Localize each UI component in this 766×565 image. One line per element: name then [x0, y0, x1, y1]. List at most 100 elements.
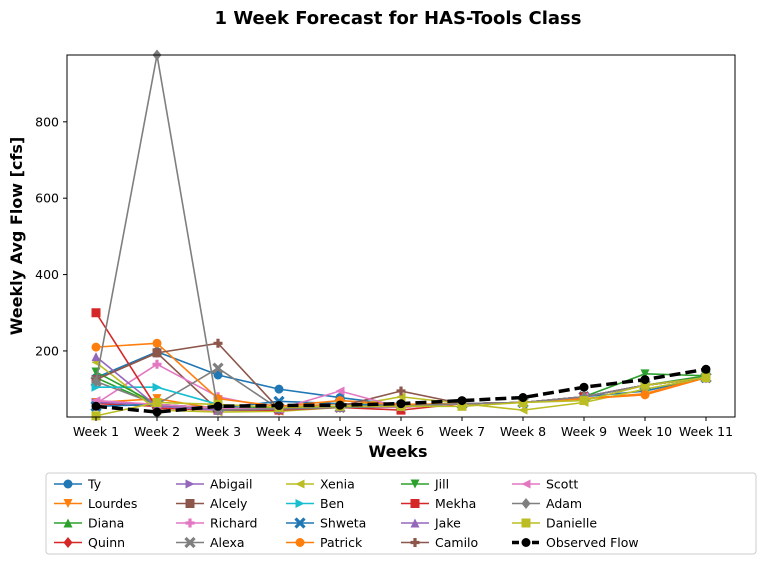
legend-marker: [410, 479, 420, 489]
legend-entry: Scott: [512, 477, 578, 492]
x-tick-label: Week 3: [195, 424, 241, 439]
x-tick-label: Week 7: [439, 424, 485, 439]
data-point: [213, 370, 223, 380]
data-point: [91, 411, 101, 421]
legend: Ty Lourdes Diana Quinn Abigail Alcely Richard A…: [45, 472, 757, 555]
data-point: [91, 308, 101, 318]
legend-label: Jill: [434, 477, 449, 492]
legend-marker: [521, 518, 531, 528]
data-point: [518, 393, 528, 403]
legend-label: Jake: [434, 516, 461, 531]
legend-label: Alcely: [210, 496, 248, 511]
data-point: [152, 382, 162, 392]
data-point: [701, 373, 711, 383]
legend-label: Observed Flow: [546, 535, 639, 550]
data-point: [396, 399, 406, 409]
legend-entry: Quinn: [54, 535, 125, 550]
legend-entry: Jill: [401, 477, 449, 492]
data-point: [335, 386, 345, 396]
series-line: [95, 54, 707, 411]
y-tick-label: 200: [35, 343, 59, 358]
data-point: [274, 384, 284, 394]
legend-entry: Alexa: [176, 535, 245, 550]
x-tick-label: Week 4: [256, 424, 302, 439]
data-point: [396, 386, 406, 396]
legend-entry: Abigail: [176, 477, 253, 492]
y-tick-label: 800: [35, 114, 59, 129]
data-point: [518, 397, 528, 407]
data-point: [91, 375, 101, 387]
legend-label: Xenia: [320, 477, 355, 492]
legend-label: Shweta: [320, 516, 366, 531]
data-point: [212, 362, 224, 374]
data-point: [579, 382, 589, 392]
x-axis: Week 1 Week 2 Week 3 Week 4 Week 5 Week 6 Week…: [73, 417, 733, 439]
legend-marker: [185, 518, 195, 528]
legend-entry: Ben: [286, 496, 344, 511]
legend-marker: [295, 538, 305, 547]
legend-entry: Ty: [54, 477, 102, 492]
legend-entry: Diana: [54, 516, 124, 531]
legend-label: Ben: [320, 496, 344, 511]
data-point: [457, 401, 467, 411]
legend-entry: Xenia: [286, 477, 355, 492]
series-adam: [91, 49, 711, 416]
legend-marker: [63, 499, 73, 508]
x-tick-label: Week 11: [679, 424, 733, 439]
legend-label: Richard: [210, 516, 257, 531]
data-point: [335, 400, 345, 410]
data-point: [152, 338, 162, 348]
legend-entry: Jake: [401, 516, 461, 531]
data-point: [518, 405, 528, 415]
legend-marker: [184, 536, 196, 549]
legend-marker: [63, 479, 73, 489]
legend-entry: Richard: [176, 516, 257, 531]
legend-entry: Alcely: [176, 496, 248, 511]
data-point: [91, 382, 101, 392]
legend-entry: Camilo: [401, 535, 478, 550]
plot-area: [90, 49, 712, 421]
data-point: [152, 359, 162, 369]
x-tick-label: Week 9: [561, 424, 607, 439]
y-axis: 200 400 600 800: [35, 114, 67, 358]
data-point: [640, 369, 650, 379]
data-point: [152, 348, 162, 358]
legend-entry: Shweta: [286, 516, 366, 531]
legend-label: Ty: [87, 477, 102, 492]
legend-label: Diana: [88, 516, 124, 531]
data-point: [579, 396, 589, 406]
data-point: [640, 390, 650, 400]
x-tick-label: Week 1: [73, 424, 119, 439]
legend-marker: [294, 517, 306, 529]
chart-title: 1 Week Forecast for HAS-Tools Class: [215, 8, 582, 29]
legend-marker: [63, 518, 73, 528]
legend-marker: [410, 518, 420, 528]
legend-label: Mekha: [435, 496, 476, 511]
legend-entry: Mekha: [401, 496, 476, 511]
legend-entry: Lourdes: [54, 496, 137, 511]
data-point: [701, 364, 711, 374]
data-point: [640, 380, 650, 390]
legend-entry: Patrick: [286, 535, 363, 550]
data-point: [213, 338, 223, 348]
x-axis-label: Weeks: [369, 442, 428, 461]
legend-marker: [185, 499, 195, 508]
data-point: [457, 396, 467, 406]
legend-label: Adam: [546, 496, 582, 511]
legend-label: Quinn: [88, 535, 125, 550]
y-axis-label: Weekly Avg Flow [cfs]: [7, 137, 26, 336]
legend-label: Danielle: [546, 516, 597, 531]
legend-label: Abigail: [210, 477, 253, 492]
y-tick-label: 400: [35, 267, 59, 282]
data-point: [274, 401, 284, 411]
legend-label: Alexa: [210, 535, 245, 550]
data-point: [152, 397, 162, 407]
x-tick-label: Week 6: [378, 424, 424, 439]
legend-marker: [295, 479, 305, 489]
legend-box: [45, 472, 757, 555]
data-point: [640, 375, 650, 385]
legend-entry: Danielle: [512, 516, 597, 531]
x-tick-label: Week 5: [317, 424, 363, 439]
legend-marker: [410, 499, 420, 508]
